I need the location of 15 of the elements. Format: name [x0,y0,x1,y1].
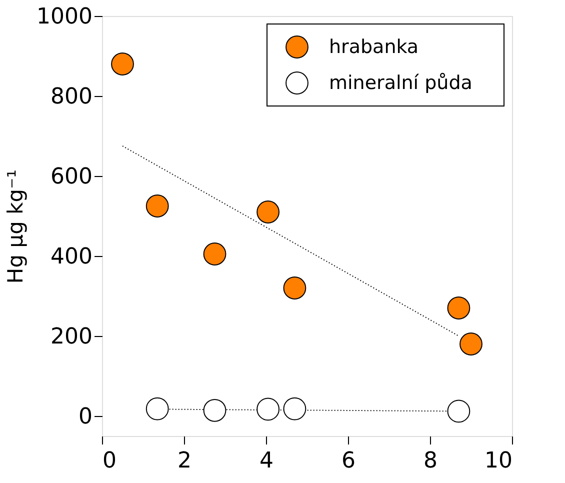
x-tick-label: 6 [342,448,356,474]
y-tick-label: 1000 [36,4,92,30]
y-axis-title: Hg µg kg⁻¹ [4,169,28,284]
y-tick-label: 600 [50,164,92,190]
legend-label: hrabanka [329,36,419,58]
x-tick-label: 0 [102,448,116,474]
x-tick-label: 2 [178,448,192,474]
y-tick-label: 800 [50,84,92,110]
x-tick-label: 4 [260,448,274,474]
y-tick-label: 400 [50,244,92,270]
y-tick-label: 0 [78,404,92,430]
x-tick-label: 8 [424,448,438,474]
legend-label: mineralní půda [329,72,472,94]
x-tick-label: 10 [484,448,512,474]
y-tick-label: 200 [50,324,92,350]
